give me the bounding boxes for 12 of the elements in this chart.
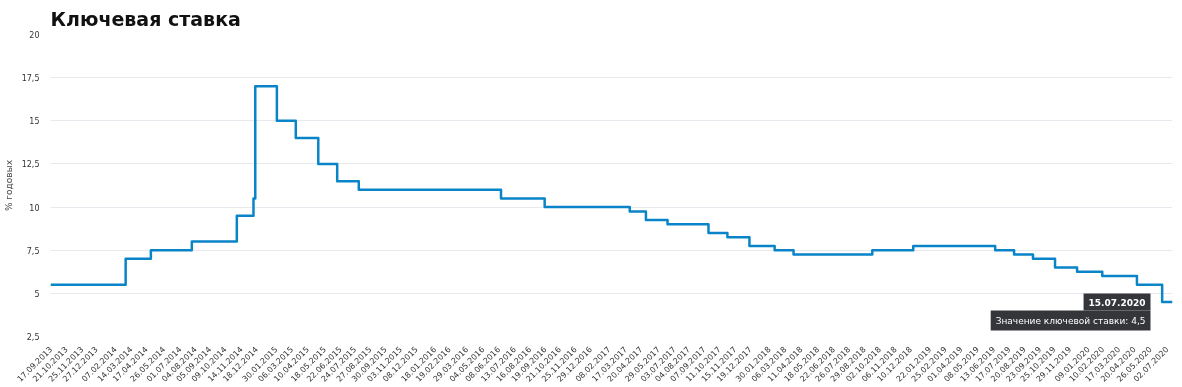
y-tick-label: 7,5 (26, 246, 40, 256)
y-tick-label: 15 (29, 117, 40, 127)
y-tick-label: 17,5 (21, 74, 40, 84)
y-tick-label: 10 (29, 203, 40, 213)
y-tick-label: 20 (29, 31, 40, 40)
annotation: Значение ключевой ставки: 4,5 (995, 315, 1146, 326)
y-tick-label: 5 (34, 289, 40, 299)
chart-title: Ключевая ставка (50, 7, 241, 30)
y-tick-label: 2,5 (26, 333, 40, 342)
y-axis-title: % годовых (3, 159, 14, 212)
annotation: 15.07.2020 (1088, 297, 1146, 308)
y-tick-label: 12,5 (21, 160, 40, 170)
